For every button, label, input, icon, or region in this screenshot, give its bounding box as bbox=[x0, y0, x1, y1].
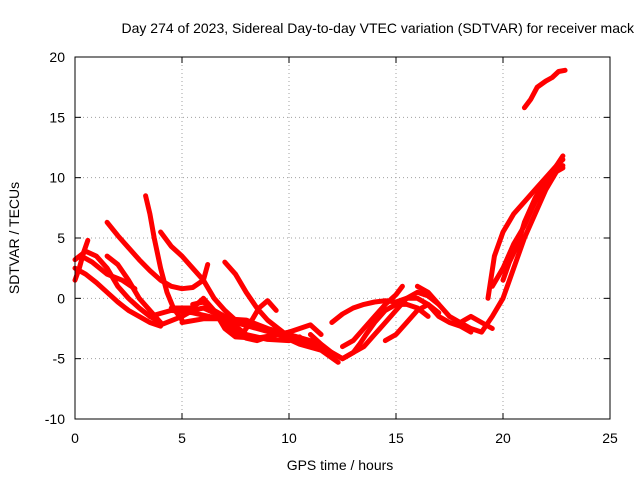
series-arc-21 bbox=[382, 301, 474, 344]
y-tick-label: 15 bbox=[49, 109, 65, 125]
y-tick-label: -10 bbox=[45, 411, 65, 427]
series-arc-7 bbox=[143, 193, 185, 323]
y-tick-label: 0 bbox=[57, 290, 65, 306]
series-arc-23 bbox=[457, 163, 566, 335]
series-arc-2 bbox=[72, 248, 164, 325]
data-traces bbox=[72, 67, 568, 365]
series-arc-16 bbox=[275, 322, 324, 337]
x-tick-label: 5 bbox=[178, 430, 186, 446]
series-arc-14 bbox=[222, 259, 324, 350]
series-arc-6 bbox=[104, 219, 211, 292]
series-arc-20 bbox=[350, 289, 442, 356]
y-tick-labels: -10 -5 0 5 10 15 20 bbox=[45, 49, 65, 427]
series-arc-13 bbox=[190, 299, 303, 344]
x-tick-label: 0 bbox=[71, 430, 79, 446]
series-arc-22 bbox=[414, 283, 495, 331]
series-arc-26 bbox=[500, 165, 566, 283]
x-tick-label: 10 bbox=[281, 430, 297, 446]
x-tick-labels: 0 5 10 15 20 25 bbox=[71, 430, 618, 446]
chart-title: Day 274 of 2023, Sidereal Day-to-day VTE… bbox=[122, 20, 635, 36]
series-arc-5 bbox=[104, 253, 164, 325]
series-arc-4 bbox=[78, 253, 138, 292]
series-arc-1 bbox=[72, 237, 91, 283]
x-tick-label: 15 bbox=[388, 430, 404, 446]
series-arc-3 bbox=[72, 265, 164, 329]
y-axis-label: SDTVAR / TECUs bbox=[6, 182, 22, 294]
x-tick-label: 20 bbox=[495, 430, 511, 446]
x-axis-label: GPS time / hours bbox=[287, 457, 394, 473]
series-arc-18 bbox=[329, 295, 442, 325]
axis-ticks bbox=[74, 56, 611, 420]
y-tick-label: 10 bbox=[49, 170, 65, 186]
series-arc-17 bbox=[307, 301, 431, 362]
series-arc-19 bbox=[340, 283, 405, 350]
y-tick-label: -5 bbox=[53, 351, 66, 367]
series-arc-27 bbox=[521, 67, 568, 111]
y-tick-label: 5 bbox=[57, 230, 65, 246]
x-tick-label: 25 bbox=[602, 430, 618, 446]
series-arc-15 bbox=[239, 298, 279, 337]
y-tick-label: 20 bbox=[49, 49, 65, 65]
